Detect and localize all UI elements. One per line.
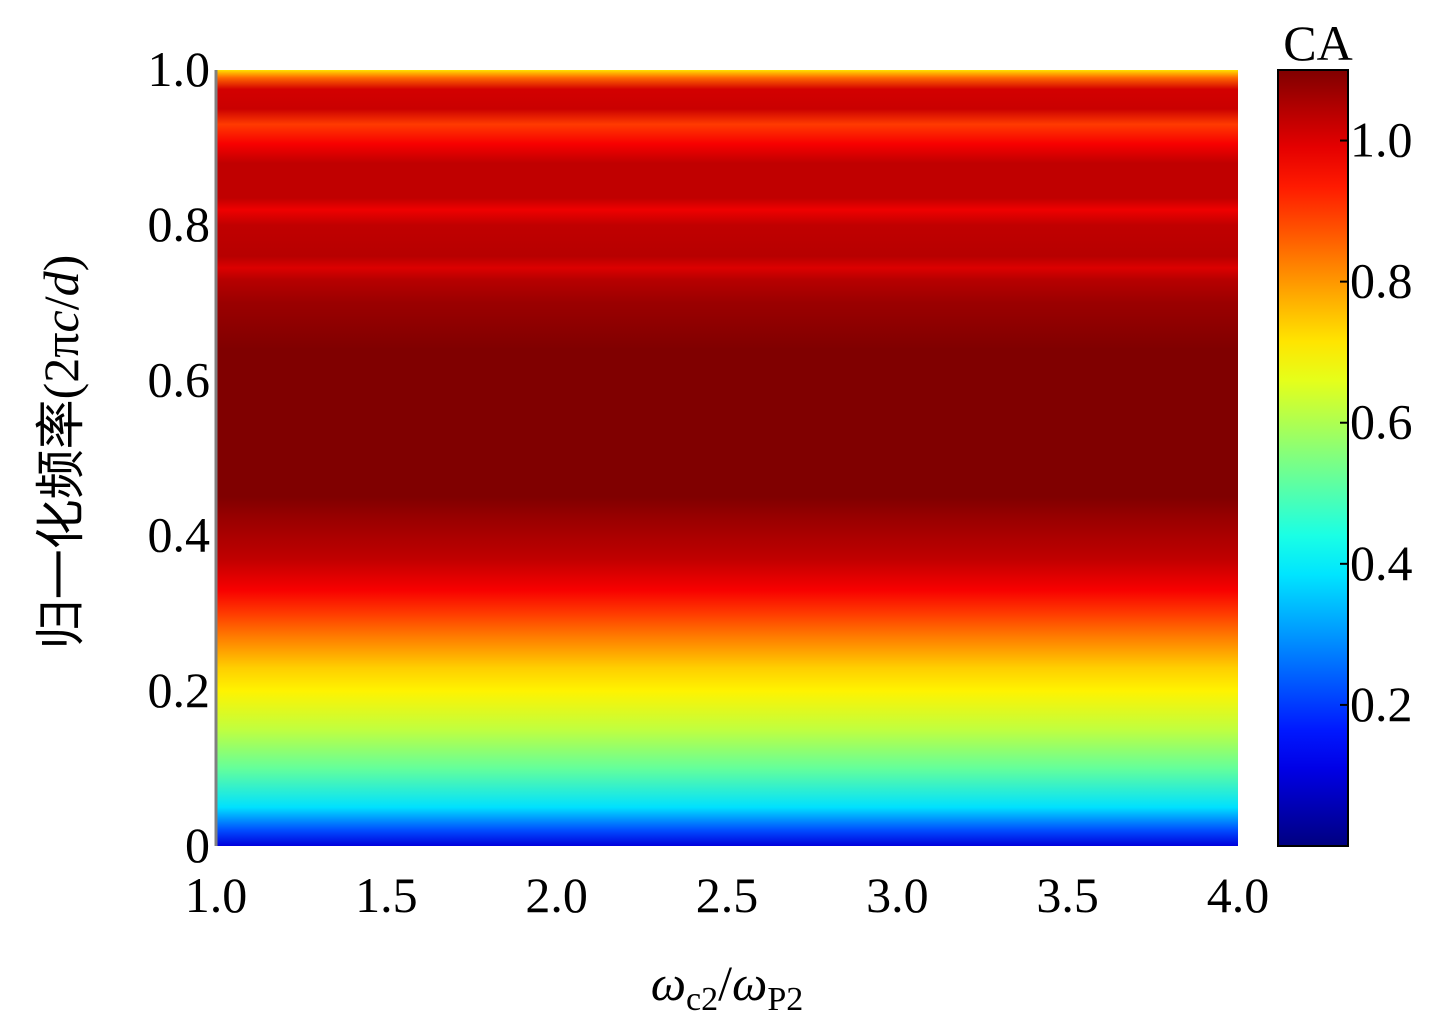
x-axis-title: ωc2/ωP2 — [651, 955, 804, 1017]
x-tick-label: 2.0 — [525, 867, 588, 923]
colorbar-tick-label: 0.4 — [1350, 535, 1413, 591]
x-title-sub-2: P2 — [767, 981, 803, 1017]
colorbar-tick-label: 1.0 — [1350, 112, 1413, 168]
x-tick-label: 1.0 — [185, 867, 248, 923]
x-tick-label: 1.5 — [355, 867, 418, 923]
y-title-unit-slash: / — [33, 296, 89, 310]
y-axis-ticks: 0 0.2 0.4 0.6 0.8 1.0 — [148, 41, 211, 873]
colorbar — [1277, 69, 1349, 847]
colorbar-title: CA — [1283, 15, 1352, 71]
y-tick-label: 0.2 — [148, 662, 211, 718]
y-tick-label: 0.4 — [148, 507, 211, 563]
colorbar-tick-label: 0.8 — [1350, 253, 1413, 309]
y-title-text: 归一化频率 — [32, 399, 90, 649]
heatmap-area — [216, 70, 1238, 846]
x-title-omega-1: ω — [651, 955, 686, 1011]
y-title-unit-c: c — [33, 310, 89, 332]
colorbar-ticks: 0.2 0.4 0.6 0.8 1.0 — [1340, 112, 1413, 732]
y-tick-label: 0 — [185, 817, 210, 873]
x-tick-label: 3.5 — [1036, 867, 1099, 923]
y-title-unit-open: (2π — [33, 332, 89, 399]
y-title-unit-close: ) — [33, 255, 89, 272]
x-title-sub-1: c2 — [686, 981, 718, 1017]
y-tick-label: 0.6 — [148, 351, 211, 407]
y-axis-title: 归一化频率(2πc/d) — [32, 255, 90, 650]
x-tick-label: 4.0 — [1207, 867, 1270, 923]
x-axis-ticks: 1.0 1.5 2.0 2.5 3.0 3.5 4.0 — [185, 867, 1270, 923]
x-title-omega-2: ω — [732, 955, 767, 1011]
y-tick-label: 1.0 — [148, 41, 211, 97]
colorbar-tick-label: 0.2 — [1350, 676, 1413, 732]
x-tick-label: 3.0 — [866, 867, 929, 923]
x-tick-label: 2.5 — [696, 867, 759, 923]
x-title-slash: / — [718, 955, 732, 1011]
y-tick-label: 0.8 — [148, 196, 211, 252]
y-title-unit-d: d — [33, 270, 89, 296]
colorbar-tick-label: 0.6 — [1350, 394, 1413, 450]
